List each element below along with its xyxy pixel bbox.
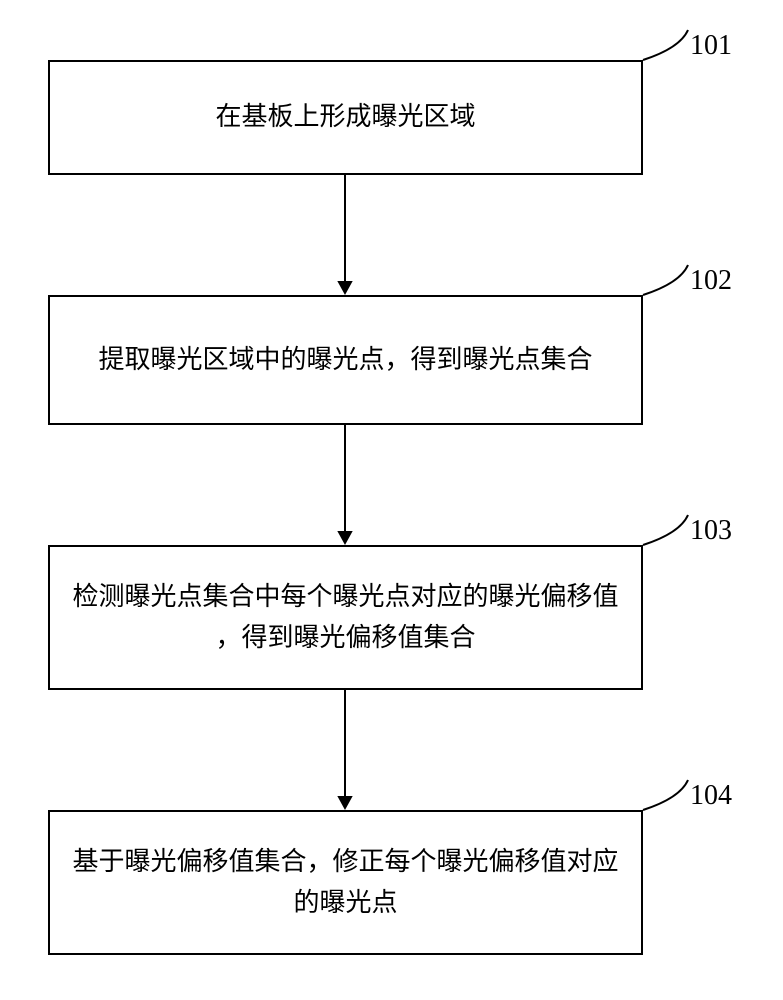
step-label-103: 103 (690, 515, 732, 547)
flow-node-text: 在基板上形成曝光区域 (215, 97, 475, 137)
flow-node-n1: 在基板上形成曝光区域 (48, 60, 643, 175)
flow-node-n3: 检测曝光点集合中每个曝光点对应的曝光偏移值 ，得到曝光偏移值集合 (48, 545, 643, 690)
flow-node-n2: 提取曝光区域中的曝光点，得到曝光点集合 (48, 295, 643, 425)
flow-node-text: 提取曝光区域中的曝光点，得到曝光点集合 (98, 340, 592, 380)
flow-node-text: 检测曝光点集合中每个曝光点对应的曝光偏移值 ，得到曝光偏移值集合 (72, 577, 618, 658)
step-label-102: 102 (690, 265, 732, 297)
step-label-101: 101 (690, 30, 732, 62)
flow-node-n4: 基于曝光偏移值集合，修正每个曝光偏移值对应 的曝光点 (48, 810, 643, 955)
step-label-104: 104 (690, 780, 732, 812)
flowchart-canvas: 在基板上形成曝光区域 101 提取曝光区域中的曝光点，得到曝光点集合 102 检测曝光点… (0, 0, 783, 1000)
flow-node-text: 基于曝光偏移值集合，修正每个曝光偏移值对应 的曝光点 (72, 842, 618, 923)
